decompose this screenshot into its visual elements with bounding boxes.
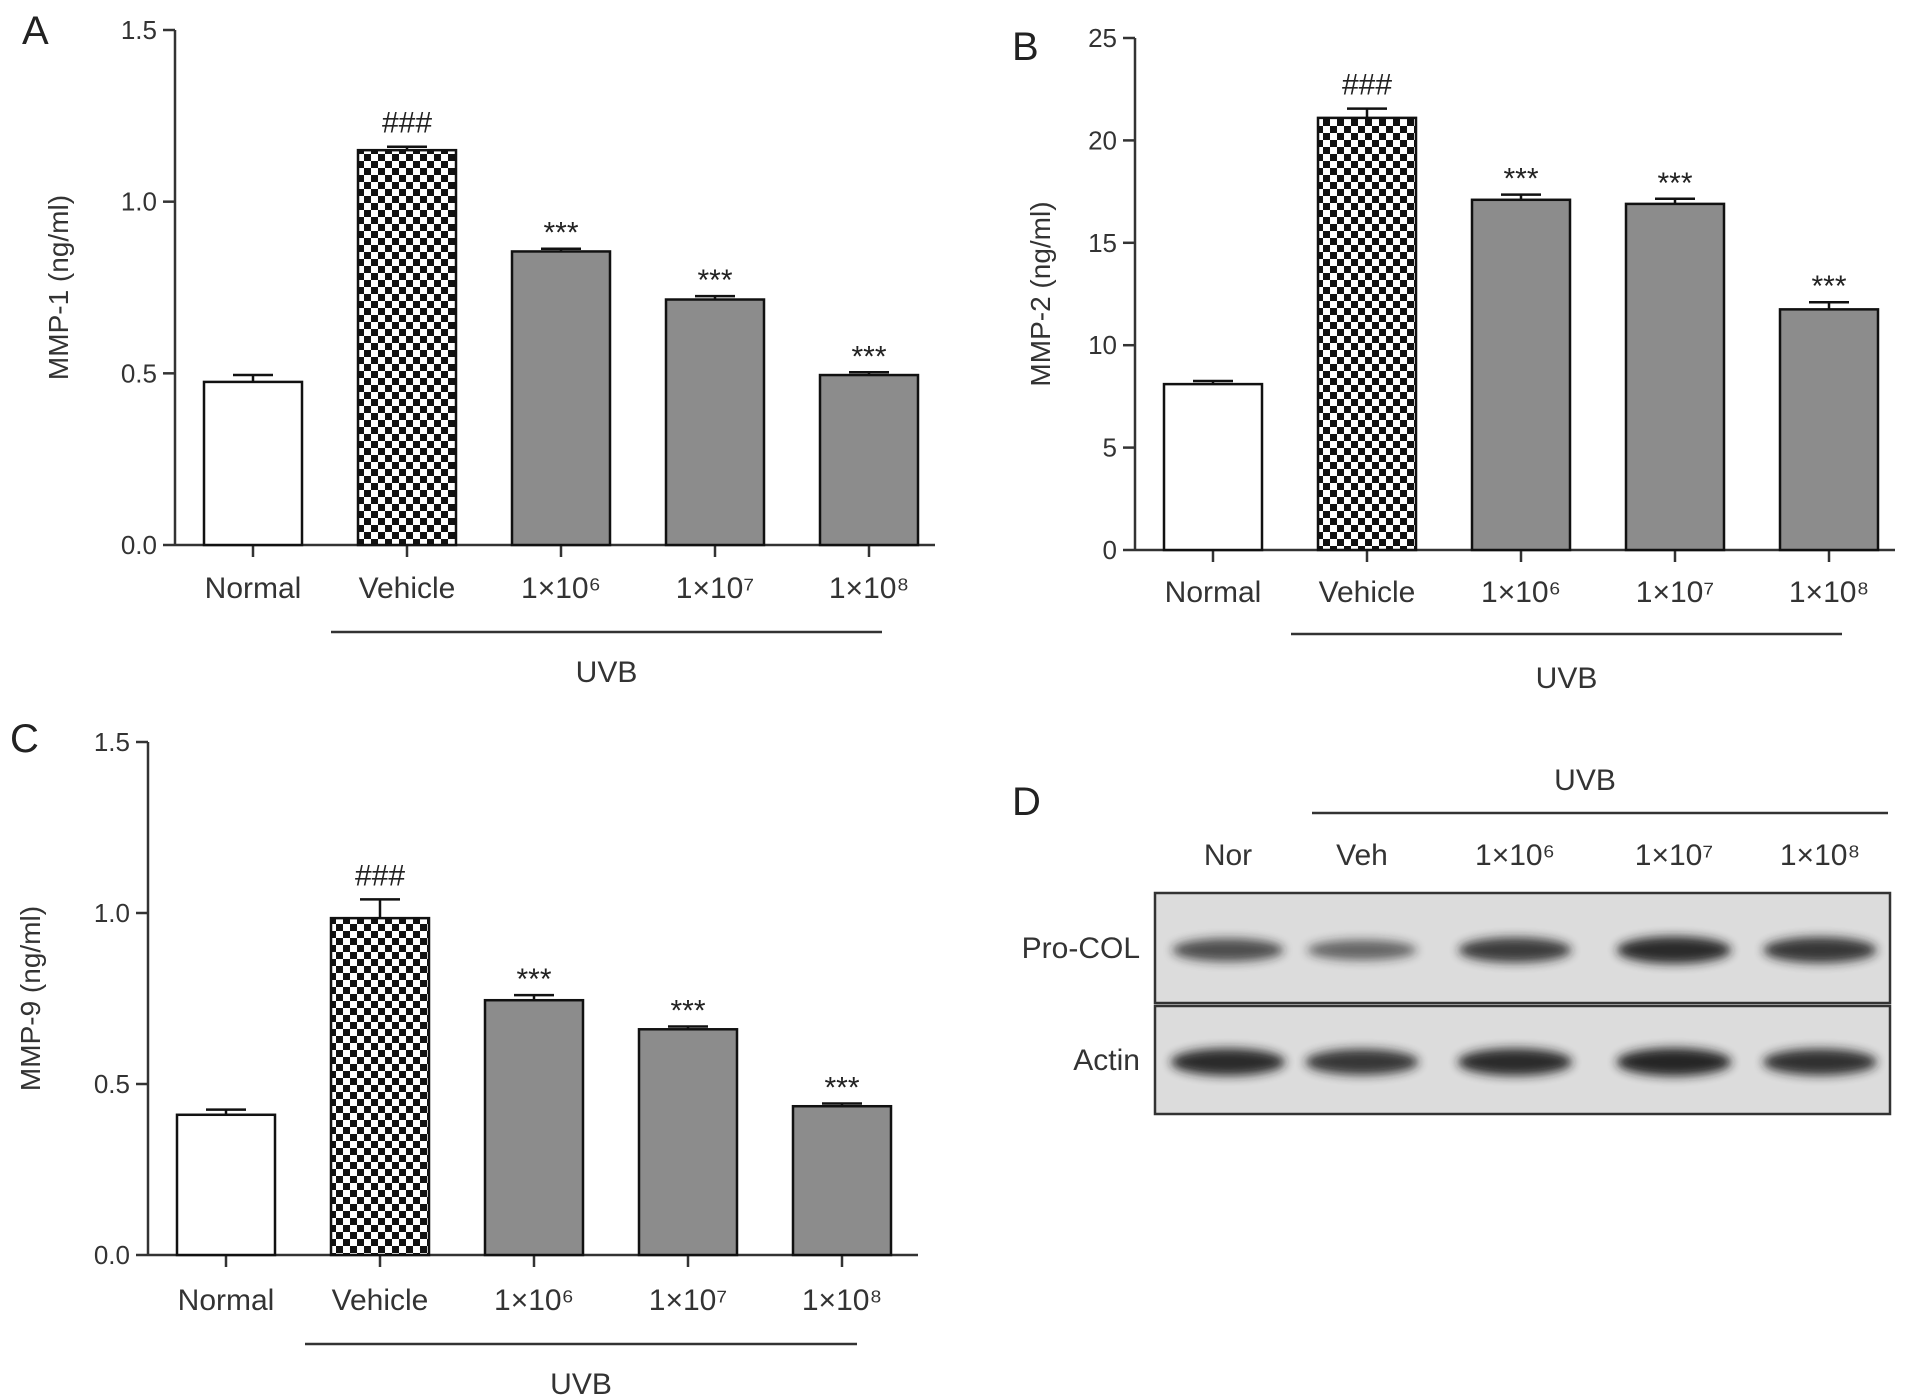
significance-label: *** — [670, 995, 705, 1028]
y-axis-title: MMP-2 (ng/ml) — [1025, 201, 1056, 386]
blot-band — [1763, 937, 1877, 963]
bar-3 — [483, 998, 585, 1257]
y-tick-label: 1.0 — [121, 187, 157, 217]
significance-label: ### — [355, 859, 405, 892]
x-category-label: 1×10⁶ — [494, 1284, 574, 1317]
bar-3 — [1470, 198, 1572, 552]
bar-3 — [510, 250, 612, 547]
group-label: UVB — [1536, 662, 1598, 695]
lane-label: Veh — [1336, 839, 1388, 872]
panel-letter: B — [1012, 25, 1039, 69]
significance-label: *** — [851, 340, 886, 373]
bar-2 — [356, 148, 458, 547]
lane-label: 1×10⁷ — [1635, 839, 1713, 872]
y-tick-label: 1.5 — [94, 727, 130, 757]
y-tick-label: 25 — [1088, 23, 1117, 53]
significance-label: *** — [516, 963, 551, 996]
lane-label: 1×10⁸ — [1780, 839, 1860, 872]
x-category-label: 1×10⁶ — [1481, 576, 1561, 609]
y-tick-label: 0.5 — [94, 1069, 130, 1099]
panel-letter: A — [22, 9, 49, 53]
blot-row-label: Actin — [1073, 1044, 1140, 1077]
significance-label: *** — [1503, 163, 1538, 196]
y-tick-label: 0.5 — [121, 358, 157, 388]
lane-label: Nor — [1204, 839, 1252, 872]
bar-5 — [1778, 308, 1880, 552]
y-tick-label: 1.5 — [121, 15, 157, 45]
x-category-label: Normal — [205, 572, 302, 605]
x-category-label: Normal — [1165, 576, 1262, 609]
x-category-label: 1×10⁶ — [521, 572, 601, 605]
blot-band — [1458, 937, 1572, 963]
panel-letter: C — [10, 717, 39, 761]
x-category-label: 1×10⁷ — [649, 1284, 727, 1317]
y-axis-title: MMP-1 (ng/ml) — [43, 195, 74, 380]
significance-label: *** — [824, 1071, 859, 1104]
significance-label: *** — [1811, 270, 1846, 303]
y-tick-label: 10 — [1088, 330, 1117, 360]
significance-label: *** — [697, 264, 732, 297]
x-category-label: 1×10⁷ — [676, 572, 754, 605]
group-label: UVB — [1554, 764, 1616, 797]
y-tick-label: 20 — [1088, 125, 1117, 155]
significance-label: *** — [1657, 167, 1692, 200]
bar-chart-panel-c: C 0.0 0.5 1.0 1.5 MMP-9 (ng/ml) Normal ### Vehic… — [10, 717, 918, 1399]
x-category-label: Vehicle — [1319, 576, 1416, 609]
bar-2 — [1316, 116, 1418, 552]
blot-band — [1457, 1048, 1573, 1076]
blot-band — [1172, 938, 1284, 962]
lane-label: 1×10⁶ — [1475, 839, 1555, 872]
bar-5 — [791, 1104, 893, 1257]
y-tick-label: 15 — [1088, 228, 1117, 258]
bar-1 — [202, 380, 304, 547]
bar-4 — [664, 298, 766, 547]
bar-4 — [637, 1028, 739, 1257]
y-tick-label: 1.0 — [94, 898, 130, 928]
significance-label: *** — [543, 217, 578, 250]
x-category-label: Vehicle — [359, 572, 456, 605]
y-tick-label: 0 — [1103, 535, 1117, 565]
y-axis-title: MMP-9 (ng/ml) — [15, 906, 46, 1091]
blot-band — [1763, 1048, 1877, 1076]
panel-letter: D — [1012, 780, 1041, 824]
bar-2 — [329, 916, 431, 1257]
y-tick-label: 5 — [1103, 433, 1117, 463]
bar-1 — [175, 1113, 277, 1257]
bar-4 — [1624, 202, 1726, 552]
group-label: UVB — [550, 1368, 612, 1399]
blot-row-label: Pro-COL — [1022, 932, 1140, 965]
x-category-label: 1×10⁸ — [829, 572, 909, 605]
bar-chart-panel-b: B 0 5 10 15 20 25 MMP-2 (ng/ml) Normal ### Vehicle… — [1012, 23, 1895, 695]
blot-band — [1307, 939, 1417, 961]
x-category-label: Vehicle — [332, 1284, 429, 1317]
western-blot-panel: D UVB Nor Veh 1×10⁶ 1×10⁷ 1×10⁸ Pro-COL Actin — [1012, 764, 1892, 1116]
significance-label: ### — [1342, 69, 1392, 102]
bar-1 — [1162, 382, 1264, 552]
bar-chart-panel-a: A 0.0 0.5 1.0 1.5 MMP-1 (ng/ml) Normal ### Vehic… — [22, 9, 935, 689]
blot-band — [1616, 1048, 1732, 1076]
bar-5 — [818, 373, 920, 547]
blot-band — [1170, 1048, 1286, 1076]
x-category-label: 1×10⁸ — [1789, 576, 1869, 609]
y-tick-label: 0.0 — [94, 1240, 130, 1270]
group-label: UVB — [576, 656, 638, 689]
x-category-label: Normal — [178, 1284, 275, 1317]
y-tick-label: 0.0 — [121, 530, 157, 560]
x-category-label: 1×10⁷ — [1636, 576, 1714, 609]
blot-band — [1305, 1049, 1419, 1075]
x-category-label: 1×10⁸ — [802, 1284, 882, 1317]
blot-band — [1616, 936, 1732, 964]
significance-label: ### — [382, 107, 432, 140]
